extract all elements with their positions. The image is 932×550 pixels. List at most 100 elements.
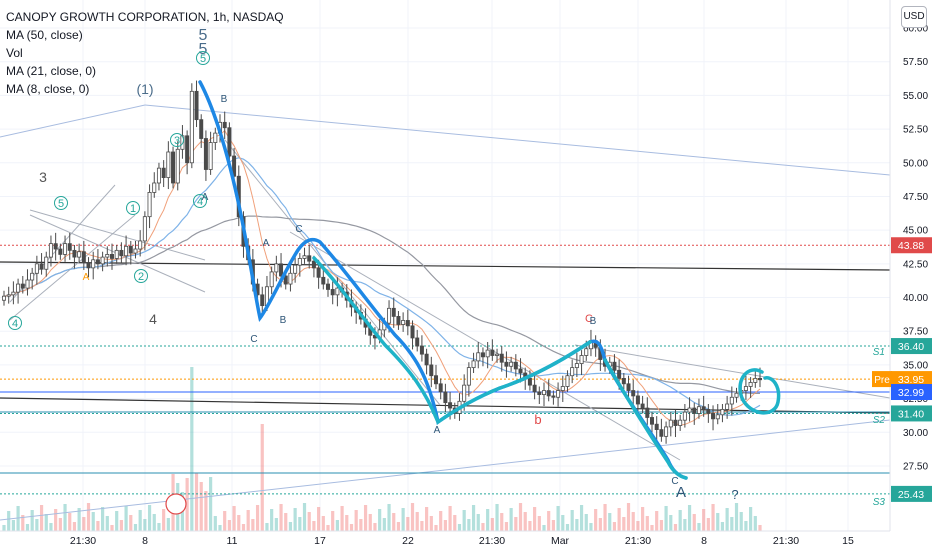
candle-body (53, 243, 58, 250)
volume-bar (598, 518, 602, 531)
candle-body (556, 390, 561, 398)
volume-bar (673, 524, 678, 531)
candle-body (260, 294, 265, 307)
indicator-ma50[interactable]: MA (50, close) (6, 28, 83, 42)
wave-circle (134, 269, 148, 283)
volume-bar (35, 519, 39, 531)
wave-label: 1 (130, 203, 136, 215)
volume-bar (542, 525, 546, 531)
candle-body (499, 353, 504, 363)
candle-body (546, 390, 551, 397)
time-tick-label: 22 (402, 535, 414, 547)
volume-bar (260, 424, 264, 531)
candle-body (156, 167, 161, 184)
volume-bar (68, 513, 72, 531)
candle-body (222, 121, 227, 129)
volume-bar (25, 524, 30, 531)
candle-body (711, 413, 716, 420)
volume-bar (11, 520, 15, 531)
indicator-ma21[interactable]: MA (21, close, 0) (6, 64, 97, 78)
candle-body (396, 316, 401, 325)
candle-body (185, 135, 190, 164)
candle-body (330, 289, 335, 296)
volume-bar (72, 522, 77, 531)
candle-body (95, 259, 100, 265)
volume-bar (636, 521, 640, 531)
candle-body (48, 243, 53, 258)
price-tag-bg (891, 371, 932, 388)
candle-body (110, 254, 115, 259)
candle-body (100, 256, 105, 265)
candle-body (142, 216, 147, 242)
indicator-ma8[interactable]: MA (8, close, 0) (6, 82, 90, 96)
volume-bar (129, 515, 133, 531)
candle-body (433, 375, 438, 385)
volume-bar (758, 525, 762, 531)
volume-bar (246, 510, 250, 531)
time-tick-label: 21:30 (625, 535, 651, 547)
candle-body (77, 251, 82, 258)
price-tick-label: 50.00 (903, 158, 928, 169)
volume-bar (753, 516, 757, 531)
wave-label: C (671, 476, 678, 487)
wave-label: 4 (197, 196, 203, 208)
price-tick-label: 27.50 (903, 462, 928, 473)
volume-bar (251, 519, 255, 531)
volume-bar (453, 515, 457, 531)
volume-bar (2, 525, 6, 531)
volume-bar (697, 523, 701, 531)
candle-body (128, 245, 133, 254)
currency-button[interactable]: USD (901, 6, 927, 28)
pivot-label: S1 (873, 347, 885, 358)
chart-title[interactable]: CANOPY GROWTH CORPORATION, 1h, NASDAQ (6, 10, 284, 24)
candle-body (429, 364, 434, 377)
volume-bar (86, 503, 91, 531)
wave-label: A (434, 425, 441, 436)
volume-bar (133, 524, 138, 531)
indicator-vol[interactable]: Vol (6, 46, 23, 60)
volume-bar (317, 507, 321, 531)
volume-bar (298, 517, 302, 531)
volume-bar (321, 516, 325, 531)
volume-bar (457, 524, 462, 531)
volume-bar (420, 521, 424, 531)
wave-label: B (280, 315, 287, 326)
volume-bar (190, 367, 194, 531)
volume-bar (392, 513, 396, 531)
price-tick-label: 37.50 (903, 327, 928, 338)
pivot-label: S3 (873, 497, 886, 508)
candle-body (706, 408, 711, 414)
candle-body (189, 90, 194, 164)
candle-body (316, 267, 321, 278)
price-tag-prefix: Pre (874, 375, 890, 386)
price-tag-bg (891, 405, 932, 422)
price-tag-label: 31.40 (898, 408, 924, 420)
candle-body (424, 353, 429, 366)
candle-body (34, 263, 39, 274)
candle-body (227, 127, 232, 157)
trendline-rising (0, 419, 891, 521)
volume-bar (579, 505, 584, 531)
volume-bar (77, 508, 81, 531)
volume-bar (406, 517, 410, 531)
volume-bar (655, 511, 659, 531)
volume-bar (476, 514, 480, 531)
volume-bar (209, 477, 213, 531)
candle-body (283, 275, 288, 285)
wave-label: b (534, 412, 541, 427)
volume-bar (331, 511, 335, 531)
time-axis[interactable]: 21:30 8 11 17 22 21:30 Mar 21:30 8 21:30 15 (0, 530, 890, 547)
price-axis[interactable]: 27.5030.0032.5035.0037.5040.0042.5045.00… (889, 0, 932, 531)
candle-body (415, 337, 420, 347)
candle-body (551, 395, 556, 398)
candle-body (391, 307, 396, 317)
trendline-upper (0, 104, 146, 138)
volume-bar (533, 507, 537, 531)
volume-bar (462, 510, 466, 531)
volume-bar (490, 518, 494, 531)
volume-bar (218, 525, 222, 531)
volume-bar (223, 511, 227, 531)
wave-circle (196, 51, 210, 65)
volume-bar (326, 525, 330, 531)
